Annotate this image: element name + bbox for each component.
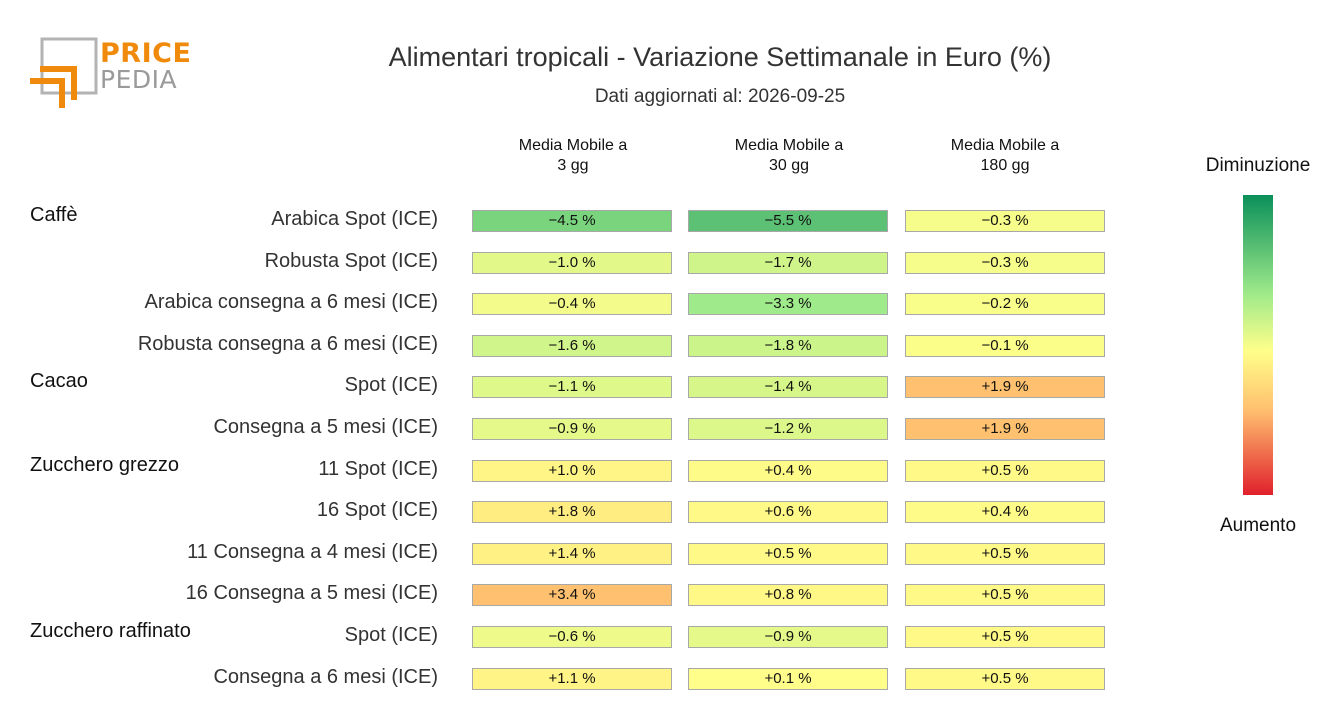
heatmap-cell: −0.6 % [472,626,672,648]
row-label: Arabica consegna a 6 mesi (ICE) [144,291,438,314]
legend-top-label: Diminuzione [1205,155,1311,176]
heatmap-cell: −0.1 % [905,334,1105,357]
heatmap-cell: −0.4 % [472,293,672,316]
logo-word-pedia: PEDIA [100,65,178,94]
row-label: Spot (ICE) [344,374,438,397]
column-header-1: Media Mobile a 3 gg [472,136,674,176]
heatmap-cell: +0.1 % [688,667,888,690]
heatmap-cell: −1.8 % [688,334,888,357]
heatmap-cell: +0.8 % [688,584,888,607]
heatmap-cell: +0.5 % [688,542,888,565]
heatmap-cell: −1.1 % [472,376,672,399]
chart-subtitle: Dati aggiornati al: 2026-09-25 [594,86,846,107]
heatmap-cell: −0.2 % [905,293,1105,316]
heatmap-cell: +1.8 % [472,501,672,524]
row-label: Arabica Spot (ICE) [271,208,438,230]
column-header-line1: Media Mobile a [518,137,628,154]
chart-title: Alimentari tropicali - Variazione Settim… [388,42,1052,72]
column-header-line1: Media Mobile a [950,137,1060,154]
heatmap-cell: +0.5 % [905,667,1105,690]
row-label: 16 Consegna a 5 mesi (ICE) [185,582,438,605]
logo-mark-icon [30,37,98,108]
heatmap-cell: −3.3 % [688,293,888,316]
heatmap-cell: +0.4 % [905,501,1105,524]
heatmap-cell: +1.9 % [905,376,1105,399]
row-label: Spot (ICE) [344,624,438,646]
column-header-line2: 3 gg [557,157,589,174]
heatmap-cell: +1.1 % [472,667,672,690]
heatmap-cell: −1.6 % [472,334,672,357]
heatmap-cell: −1.2 % [688,418,888,440]
heatmap-cell: −1.0 % [472,251,672,274]
column-header-line2: 30 gg [768,157,810,174]
heatmap-cell: +1.4 % [472,542,672,565]
heatmap-cell: −0.9 % [472,418,672,440]
logo-word-price: PRICE [100,38,192,69]
group-label: Zucchero raffinato [30,620,191,642]
heatmap-cell: +0.4 % [688,459,888,482]
group-label: Cacao [30,370,88,393]
group-label: Caffè [30,204,78,226]
heatmap-cell: +1.0 % [472,459,672,482]
heatmap-cell: +1.9 % [905,418,1105,440]
heatmap-cell: +0.6 % [688,501,888,524]
row-label: Consegna a 6 mesi (ICE) [213,665,438,688]
heatmap-cell: +0.5 % [905,584,1105,607]
row-label: Robusta Spot (ICE) [264,249,438,272]
column-header-3: Media Mobile a 180 gg [904,136,1106,176]
heatmap-cell: +3.4 % [472,584,672,607]
heatmap-cell: −4.5 % [472,210,672,232]
heatmap-cell: −5.5 % [688,210,888,232]
column-header-line1: Media Mobile a [734,137,844,154]
column-header-2: Media Mobile a 30 gg [688,136,890,176]
row-label: 11 Spot (ICE) [318,457,438,480]
row-label: 16 Spot (ICE) [316,499,438,522]
heatmap-cell: −0.3 % [905,210,1105,232]
pricepedia-logo: PRICE PEDIA [28,36,198,111]
row-label: Robusta consegna a 6 mesi (ICE) [137,332,438,355]
legend-bottom-label: Aumento [1219,515,1297,536]
row-label: Consegna a 5 mesi (ICE) [213,416,438,438]
heatmap-cell: +0.5 % [905,542,1105,565]
group-label: Zucchero grezzo [30,453,179,476]
row-label: 11 Consegna a 4 mesi (ICE) [187,540,438,563]
heatmap-cell: −1.4 % [688,376,888,399]
heatmap-cell: +0.5 % [905,626,1105,648]
legend-color-bar [1243,195,1273,495]
heatmap-cell: −0.3 % [905,251,1105,274]
column-header-line2: 180 gg [980,157,1030,174]
heatmap-cell: −1.7 % [688,251,888,274]
heatmap-cell: −0.9 % [688,626,888,648]
heatmap-cell: +0.5 % [905,459,1105,482]
